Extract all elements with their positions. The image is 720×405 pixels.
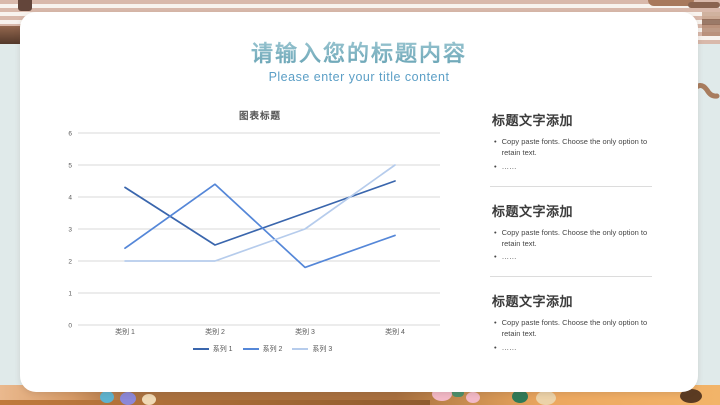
bullet-text: ……: [501, 252, 517, 262]
bullet-text: Copy paste fonts. Choose the only option…: [501, 137, 648, 157]
legend-item: 系列 1: [192, 344, 233, 354]
chart-legend: 系列 1 系列 2 系列 3: [60, 344, 465, 354]
branch-decoration: [688, 2, 720, 8]
legend-item: 系列 2: [242, 344, 283, 354]
bullet-marker: •: [494, 252, 497, 262]
text-panel: 标题文字添加 • Copy paste fonts. Choose the on…: [490, 110, 652, 357]
bullet-marker: •: [494, 227, 497, 237]
slide-card: 请输入您的标题内容 Please enter your title conten…: [20, 12, 698, 392]
y-tick-label: 4: [68, 195, 72, 202]
bullet-marker: •: [494, 161, 497, 171]
text-section-3: 标题文字添加 • Copy paste fonts. Choose the on…: [490, 291, 652, 354]
bullet-marker: •: [494, 137, 497, 146]
x-category-label: 类别 1: [115, 327, 135, 336]
bullet-item: • ……: [494, 343, 652, 354]
series-line: [124, 164, 396, 262]
legend-label: 系列 3: [312, 346, 333, 353]
section-heading: 标题文字添加: [492, 203, 574, 219]
decor-blob: [142, 394, 156, 405]
bullet-text: ……: [501, 343, 517, 352]
y-tick-label: 2: [68, 259, 72, 266]
y-tick-label: 0: [68, 323, 72, 330]
decor-blob: [120, 392, 136, 405]
section-heading: 标题文字添加: [492, 113, 574, 128]
series-line: [124, 180, 396, 246]
border-shadow: [0, 400, 430, 405]
decor-blob: [536, 391, 556, 405]
bullet-item: • ……: [494, 252, 652, 263]
section-divider: [490, 276, 652, 278]
bullet-text: ……: [501, 161, 517, 171]
legend-swatch: [292, 348, 309, 350]
x-category-label: 类别 4: [385, 327, 405, 336]
line-chart: 0 1 2 3 4 5 6 类别 1 类别 2 类别 3 类别 4: [68, 131, 440, 336]
decor-blob: [680, 389, 702, 403]
legend-swatch: [242, 348, 259, 350]
y-tick-label: 1: [68, 291, 72, 298]
section-heading: 标题文字添加: [492, 294, 574, 310]
bullet-item: • Copy paste fonts. Choose the only opti…: [494, 318, 652, 340]
bullet-item: • Copy paste fonts. Choose the only opti…: [494, 137, 652, 159]
chart-title: 图表标题: [238, 111, 281, 122]
bullet-text: Copy paste fonts. Choose the only option…: [501, 227, 648, 248]
page-title: 请输入您的标题内容: [20, 36, 698, 68]
legend-item: 系列 3: [292, 344, 332, 354]
decor-leaf: [452, 387, 464, 397]
bullet-marker: •: [494, 343, 497, 352]
decor-blob: [100, 391, 114, 403]
section-divider: [490, 185, 652, 187]
legend-swatch: [192, 348, 209, 350]
wood-patch-decoration: [702, 12, 720, 36]
x-category-label: 类别 2: [205, 327, 225, 336]
y-tick-label: 3: [68, 227, 72, 234]
y-tick-label: 6: [68, 131, 72, 138]
legend-label: 系列 1: [212, 346, 233, 353]
bullet-marker: •: [494, 318, 497, 328]
branch-decoration: [648, 0, 694, 6]
bullet-text: Copy paste fonts. Choose the only option…: [501, 318, 648, 339]
text-section-2: 标题文字添加 • Copy paste fonts. Choose the on…: [490, 201, 652, 264]
x-category-label: 类别 3: [295, 327, 315, 336]
text-section-1: 标题文字添加 • Copy paste fonts. Choose the on…: [490, 110, 652, 173]
bullet-item: • Copy paste fonts. Choose the only opti…: [494, 228, 652, 250]
y-tick-label: 5: [68, 163, 72, 170]
decor-leaf: [512, 390, 528, 403]
decor-flower: [466, 392, 480, 403]
legend-label: 系列 2: [262, 346, 283, 353]
bullet-item: • ……: [494, 162, 652, 173]
page-subtitle: Please enter your title content: [268, 70, 450, 84]
wood-post-decoration: [18, 0, 32, 11]
series-line: [124, 183, 396, 269]
wood-patch-decoration: [0, 26, 20, 44]
